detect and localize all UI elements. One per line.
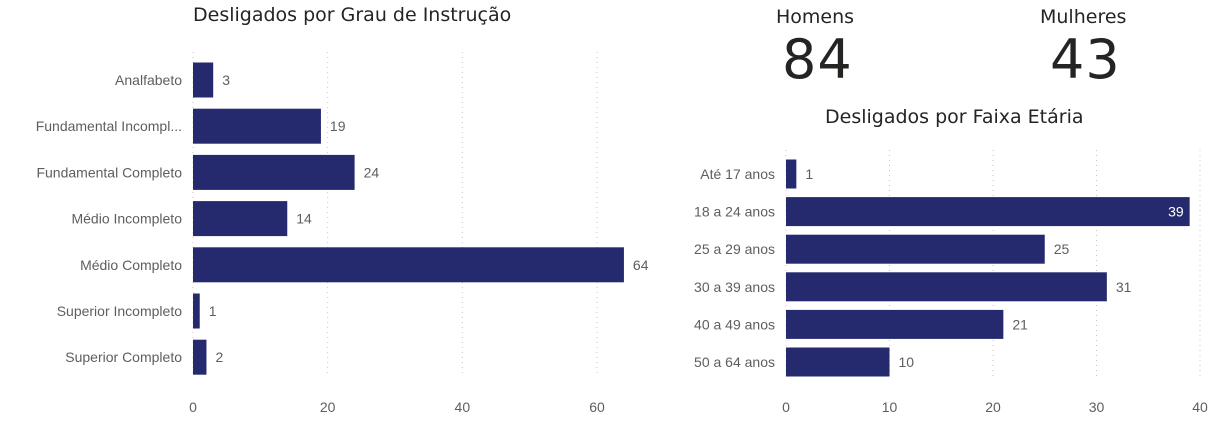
faixa-bar (786, 234, 1045, 264)
instrucao-bar (193, 154, 355, 190)
faixa-tick-label: 20 (985, 399, 1001, 415)
instrucao-data-label: 19 (330, 118, 346, 134)
instrucao-bar (193, 62, 214, 98)
instrucao-category-label: Médio Incompleto (71, 211, 182, 227)
chart-title-faixa-etaria: Desligados por Faixa Etária (825, 106, 1084, 128)
kpi-women-label: Mulheres (1040, 6, 1127, 28)
kpi-men-value: 84 (782, 28, 853, 91)
faixa-category-label: Até 17 anos (700, 166, 775, 182)
faixa-bar (786, 347, 890, 377)
instrucao-tick-label: 0 (189, 399, 197, 415)
faixa-category-label: 50 a 64 anos (694, 354, 775, 370)
instrucao-bar (193, 108, 321, 144)
kpi-women-value: 43 (1050, 28, 1121, 91)
faixa-data-label: 21 (1012, 316, 1028, 332)
faixa-category-label: 40 a 49 anos (694, 316, 775, 332)
faixa-bar (786, 159, 797, 189)
instrucao-bar (193, 339, 207, 375)
instrucao-bar (193, 293, 200, 329)
instrucao-category-label: Fundamental Incompl... (36, 118, 182, 134)
instrucao-category-label: Médio Completo (80, 257, 182, 273)
faixa-data-label: 25 (1054, 241, 1070, 257)
faixa-bar (786, 272, 1107, 302)
instrucao-data-label: 24 (364, 164, 380, 180)
instrucao-category-label: Superior Completo (65, 349, 182, 365)
kpi-men-label: Homens (776, 6, 855, 28)
instrucao-data-label: 14 (296, 211, 312, 227)
faixa-bar (786, 309, 1004, 339)
instrucao-category-label: Superior Incompleto (57, 303, 183, 319)
faixa-tick-label: 10 (882, 399, 898, 415)
instrucao-category-label: Analfabeto (115, 72, 182, 88)
faixa-bar (786, 197, 1190, 227)
instrucao-tick-label: 40 (455, 399, 471, 415)
faixa-data-label: 31 (1116, 279, 1132, 295)
instrucao-data-label: 3 (222, 72, 230, 88)
instrucao-data-label: 2 (215, 349, 223, 365)
chart-faixa-etaria: 0 10 20 30 40 Até 17 anos 1 18 a 24 anos 39 25 a … (694, 150, 1208, 415)
instrucao-data-label: 1 (209, 303, 217, 319)
instrucao-tick-label: 20 (320, 399, 336, 415)
instrucao-data-label: 64 (633, 257, 649, 273)
faixa-data-label: 1 (805, 166, 813, 182)
faixa-data-label: 39 (1168, 204, 1184, 220)
faixa-category-label: 30 a 39 anos (694, 279, 775, 295)
instrucao-bar (193, 201, 288, 237)
chart-instrucao: 0 20 40 60 Analfabeto 3 Fundamental Incompl...… (36, 52, 649, 415)
faixa-tick-label: 0 (782, 399, 790, 415)
faixa-category-label: 25 a 29 anos (694, 241, 775, 257)
faixa-data-label: 10 (899, 354, 915, 370)
chart-title-instrucao: Desligados por Grau de Instrução (193, 4, 512, 26)
instrucao-category-label: Fundamental Completo (36, 164, 182, 180)
faixa-category-label: 18 a 24 anos (694, 204, 775, 220)
instrucao-tick-label: 60 (589, 399, 605, 415)
faixa-tick-label: 30 (1089, 399, 1105, 415)
faixa-tick-label: 40 (1192, 399, 1208, 415)
instrucao-bar (193, 247, 624, 283)
